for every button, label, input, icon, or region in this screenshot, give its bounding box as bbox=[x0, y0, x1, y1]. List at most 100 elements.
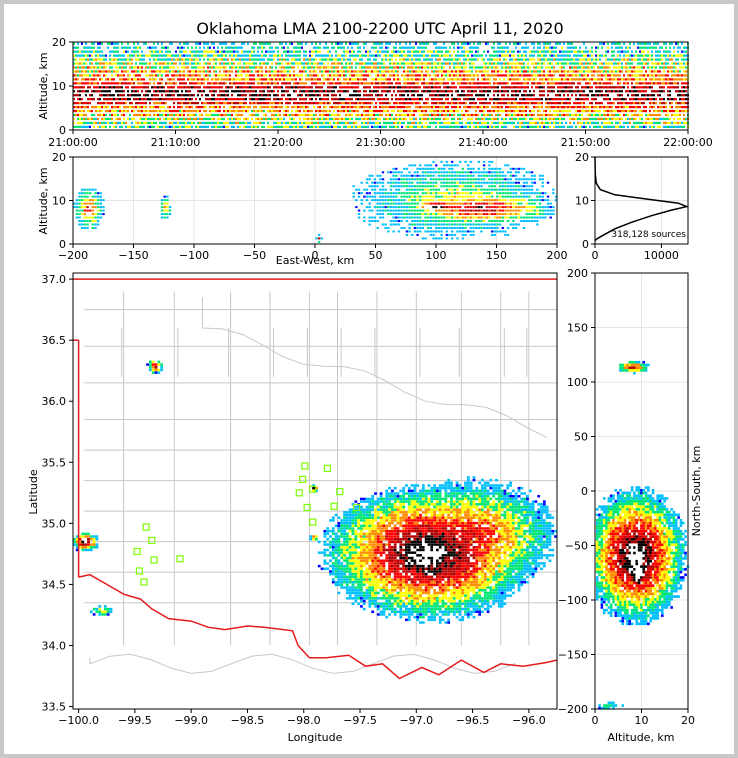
time-height-cell bbox=[491, 98, 493, 101]
time-height-cell bbox=[123, 62, 125, 65]
time-height-cell bbox=[565, 109, 567, 113]
time-height-cell bbox=[139, 121, 141, 125]
time-height-cell bbox=[545, 121, 547, 125]
time-height-cell bbox=[461, 125, 463, 128]
time-height-cell bbox=[115, 117, 117, 121]
time-height-cell bbox=[585, 70, 587, 73]
time-height-cell bbox=[569, 66, 571, 69]
time-height-cell bbox=[339, 82, 341, 85]
time-height-cell bbox=[223, 109, 225, 113]
time-height-cell bbox=[329, 54, 331, 57]
time-height-cell bbox=[427, 70, 429, 73]
time-height-cell bbox=[81, 113, 83, 117]
time-height-cell bbox=[415, 121, 417, 125]
time-height-cell bbox=[337, 98, 339, 101]
time-height-cell bbox=[201, 50, 203, 53]
time-height-cell bbox=[215, 86, 217, 89]
time-height-cell bbox=[93, 117, 95, 121]
time-height-cell bbox=[579, 94, 581, 97]
time-height-cell bbox=[269, 94, 271, 97]
time-height-cell bbox=[501, 106, 503, 109]
time-height-cell bbox=[377, 86, 379, 89]
time-height-cell bbox=[407, 46, 409, 49]
time-height-cell bbox=[425, 70, 427, 73]
time-height-cell bbox=[277, 70, 279, 73]
time-height-cell bbox=[507, 50, 509, 53]
time-height-cell bbox=[287, 54, 289, 57]
time-height-cell bbox=[417, 94, 419, 97]
time-height-cell bbox=[385, 109, 387, 113]
time-height-cell bbox=[321, 109, 323, 113]
time-height-cell bbox=[471, 98, 473, 101]
time-height-cell bbox=[163, 106, 165, 109]
time-height-cell bbox=[167, 54, 169, 57]
time-height-cell bbox=[595, 82, 597, 85]
time-height-cell bbox=[263, 42, 265, 45]
time-height-cell bbox=[411, 125, 413, 128]
time-height-cell bbox=[349, 102, 351, 105]
time-height-cell bbox=[457, 82, 459, 85]
time-height-cell bbox=[307, 58, 309, 61]
time-height-cell bbox=[371, 102, 373, 105]
time-height-cell bbox=[81, 98, 83, 101]
time-height-cell bbox=[349, 98, 351, 101]
time-height-cell bbox=[399, 54, 401, 57]
time-height-cell bbox=[77, 66, 79, 69]
time-height-cell bbox=[167, 98, 169, 101]
time-height-cell bbox=[333, 117, 335, 121]
time-height-cell bbox=[213, 42, 215, 45]
time-height-cell bbox=[295, 50, 297, 53]
time-height-cell bbox=[471, 117, 473, 121]
time-height-cell bbox=[523, 86, 525, 89]
time-height-cell bbox=[83, 117, 85, 121]
time-height-cell bbox=[213, 98, 215, 101]
time-height-cell bbox=[395, 42, 397, 45]
time-height-cell bbox=[117, 82, 119, 85]
time-height-cell bbox=[393, 54, 395, 57]
time-height-cell bbox=[359, 90, 361, 93]
time-height-cell bbox=[421, 121, 423, 125]
time-height-cell bbox=[239, 70, 241, 73]
time-height-cell bbox=[191, 46, 193, 49]
time-height-cell bbox=[119, 125, 121, 128]
time-height-cell bbox=[453, 113, 455, 117]
time-height-cell bbox=[207, 62, 209, 65]
time-height-cell bbox=[529, 66, 531, 69]
time-height-cell bbox=[209, 117, 211, 121]
time-height-cell bbox=[193, 113, 195, 117]
time-height-cell bbox=[531, 54, 533, 57]
time-height-cell bbox=[97, 50, 99, 53]
time-height-cell bbox=[355, 42, 357, 45]
time-height-cell bbox=[207, 50, 209, 53]
time-height-cell bbox=[79, 86, 81, 89]
time-height-cell bbox=[345, 86, 347, 89]
time-height-cell bbox=[581, 50, 583, 53]
time-height-cell bbox=[423, 86, 425, 89]
time-height-cell bbox=[109, 117, 111, 121]
time-height-cell bbox=[409, 102, 411, 105]
time-height-cell bbox=[597, 86, 599, 89]
time-height-cell bbox=[379, 54, 381, 57]
time-height-cell bbox=[525, 82, 527, 85]
time-height-cell bbox=[317, 121, 319, 125]
time-height-cell bbox=[143, 78, 145, 81]
time-height-cell bbox=[131, 117, 133, 121]
time-height-cell bbox=[301, 86, 303, 89]
time-height-cell bbox=[475, 117, 477, 121]
time-height-cell bbox=[411, 121, 413, 125]
time-height-cell bbox=[201, 106, 203, 109]
time-height-cell bbox=[127, 106, 129, 109]
time-height-cell bbox=[125, 121, 127, 125]
time-height-cell bbox=[405, 58, 407, 61]
time-height-cell bbox=[259, 94, 261, 97]
time-height-cell bbox=[495, 50, 497, 53]
time-height-cell bbox=[165, 50, 167, 53]
time-height-cell bbox=[335, 94, 337, 97]
time-height-cell bbox=[253, 102, 255, 105]
time-height-cell bbox=[351, 62, 353, 65]
time-height-cell bbox=[225, 82, 227, 85]
time-height-cell bbox=[507, 74, 509, 77]
time-height-cell bbox=[109, 94, 111, 97]
time-height-cell bbox=[165, 109, 167, 113]
time-height-cell bbox=[143, 121, 145, 125]
